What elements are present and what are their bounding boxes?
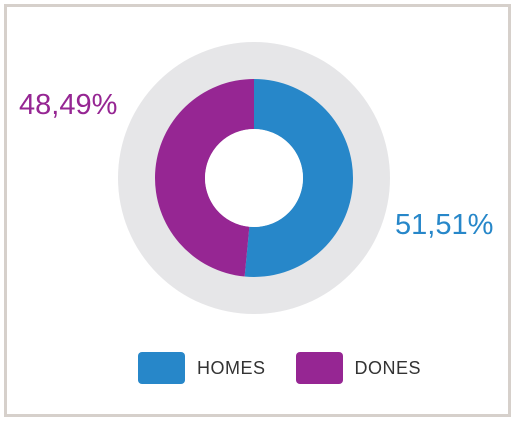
donut-slice-dones (155, 79, 254, 277)
percent-label-dones: 48,49% (19, 89, 117, 121)
legend-swatch-homes (138, 352, 185, 384)
legend-item-dones: DONES (295, 352, 422, 384)
donut-hole (205, 129, 303, 227)
legend-item-homes: HOMES (138, 352, 266, 384)
legend-label-homes: HOMES (197, 357, 266, 378)
legend-swatch-dones (295, 352, 343, 384)
legend: HOMES DONES (138, 352, 451, 384)
legend-label-dones: DONES (354, 357, 422, 378)
donut-slice-homes (244, 79, 354, 277)
percent-label-homes: 51,51% (395, 209, 493, 241)
donut-slices (155, 79, 354, 277)
